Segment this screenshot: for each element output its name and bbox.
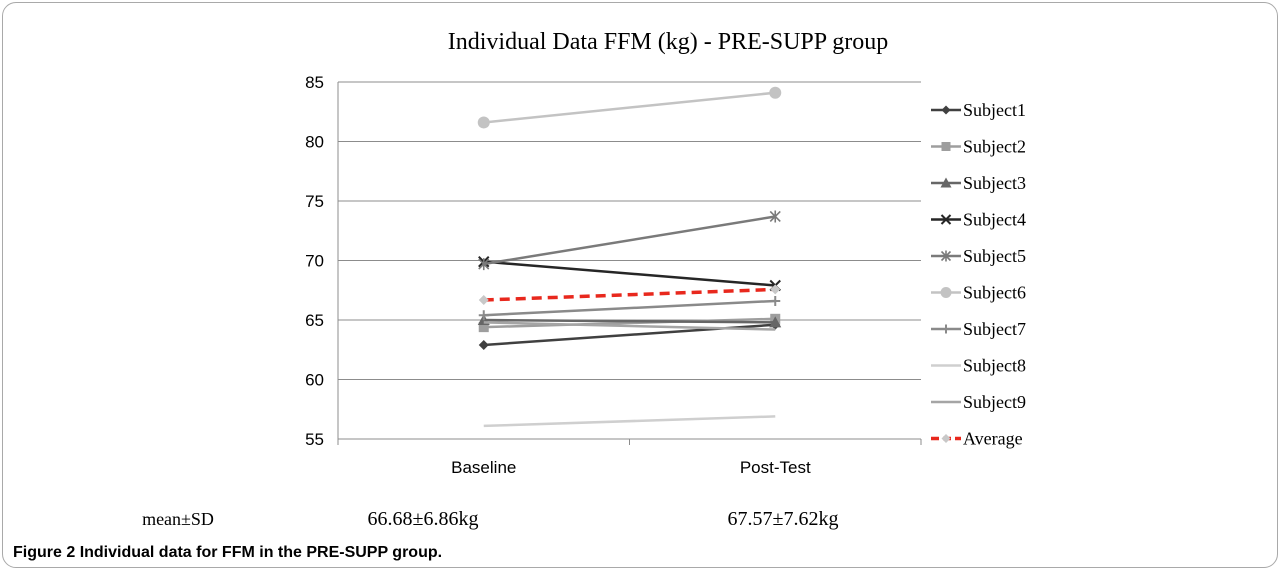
legend-label: Subject4 — [963, 210, 1026, 230]
figure-label: Figure 2 — [13, 544, 76, 561]
legend-item: Subject2 — [931, 137, 1026, 157]
data-point — [769, 86, 782, 99]
series-line — [483, 215, 776, 266]
legend-item: Subject1 — [931, 100, 1026, 120]
x-tick-label: Post-Test — [740, 458, 811, 477]
data-point — [769, 316, 782, 328]
series-line — [483, 318, 776, 324]
series-subject6 — [477, 86, 782, 129]
series-line — [483, 260, 776, 287]
data-point — [770, 295, 781, 306]
y-tick-label: 80 — [305, 133, 324, 152]
data-point — [477, 116, 490, 129]
legend-label: Subject7 — [963, 319, 1026, 339]
legend-label: Subject6 — [963, 283, 1026, 303]
series-subject7 — [478, 295, 781, 321]
legend-item: Subject3 — [931, 173, 1026, 193]
series-line — [483, 91, 776, 124]
data-point — [941, 142, 951, 151]
legend-label: Subject5 — [963, 246, 1026, 266]
y-tick-labels: 55 60 65 70 75 80 85 — [305, 73, 324, 449]
series-line — [483, 415, 776, 428]
series-subject4 — [478, 255, 781, 292]
stats-value: 67.57±7.62kg — [728, 508, 839, 530]
series-subject5 — [478, 210, 781, 271]
x-tick-label: Baseline — [451, 458, 516, 477]
series-subject8 — [483, 415, 776, 428]
data-point — [478, 339, 489, 350]
data-point — [478, 295, 489, 306]
y-tick-label: 75 — [305, 192, 324, 211]
legend-label: Subject1 — [963, 100, 1026, 120]
line-chart: Individual Data FFM (kg) - PRE-SUPP grou… — [142, 29, 1026, 530]
data-point — [940, 214, 952, 225]
data-point — [940, 177, 952, 188]
data-point — [478, 258, 490, 271]
legend: Subject1 Subject2 Subject3 Subject4 Subject5… — [931, 100, 1026, 449]
x-tick-labels: Baseline Post-Test — [451, 458, 811, 477]
stats-value: 66.68±6.86kg — [368, 508, 479, 530]
legend-label: Subject8 — [963, 356, 1026, 376]
series-average — [478, 284, 781, 306]
legend-label: Subject9 — [963, 392, 1026, 412]
axes — [337, 82, 922, 445]
figure-caption: Figure 2 Individual data for FFM in the … — [13, 544, 442, 562]
data-point — [769, 210, 781, 223]
stats-row: mean±SD 66.68±6.86kg 67.57±7.62kg — [142, 508, 838, 530]
legend-label: Subject2 — [963, 137, 1026, 157]
y-tick-label: 55 — [305, 430, 324, 449]
stats-label: mean±SD — [142, 509, 214, 529]
legend-item: Subject4 — [931, 210, 1026, 230]
data-point — [940, 287, 952, 298]
legend-item: Average — [931, 429, 1023, 449]
series-line — [483, 321, 776, 331]
data-point — [941, 434, 951, 443]
legend-label: Average — [963, 429, 1023, 449]
data-point — [941, 105, 951, 115]
series-line — [483, 317, 776, 329]
legend-item: Subject5 — [931, 246, 1026, 266]
legend-item: Subject9 — [931, 392, 1026, 412]
legend-label: Subject3 — [963, 173, 1026, 193]
gridlines — [338, 81, 921, 440]
data-point — [940, 250, 952, 262]
y-tick-label: 70 — [305, 252, 324, 271]
y-tick-label: 65 — [305, 311, 324, 330]
legend-item: Subject7 — [931, 319, 1026, 339]
data-point — [770, 284, 781, 295]
legend-item: Subject8 — [931, 356, 1026, 376]
data-point — [941, 324, 951, 334]
y-tick-label: 85 — [305, 73, 324, 92]
series-subject9 — [483, 321, 776, 331]
legend-item: Subject6 — [931, 283, 1026, 303]
data-point — [478, 322, 489, 333]
series-lines — [477, 86, 782, 428]
chart-title: Individual Data FFM (kg) - PRE-SUPP grou… — [448, 29, 888, 55]
y-tick-label: 60 — [305, 371, 324, 390]
caption-text: Individual data for FFM in the PRE-SUPP … — [79, 544, 443, 561]
data-point — [478, 310, 489, 321]
series-line — [483, 287, 776, 302]
series-line — [483, 299, 776, 317]
